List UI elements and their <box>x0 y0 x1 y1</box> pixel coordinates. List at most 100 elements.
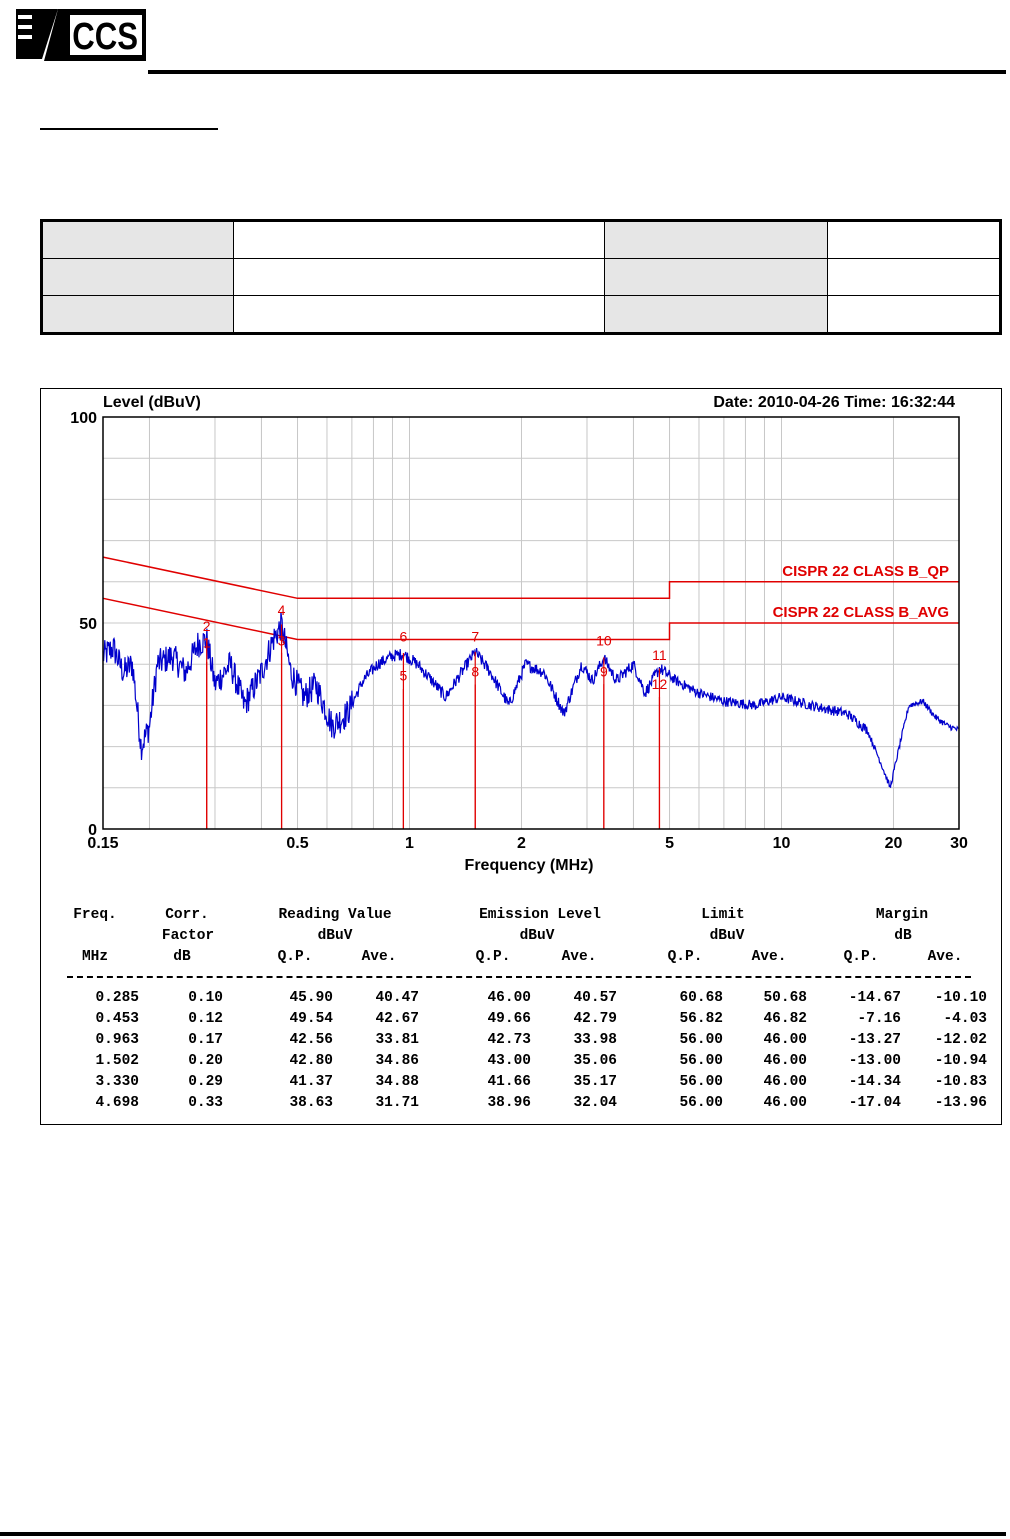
cell-corr: 0.33 <box>188 1095 223 1111</box>
cell-reading-ave: 34.86 <box>375 1053 419 1069</box>
info-row <box>41 258 1001 296</box>
cell-margin-ave: -10.94 <box>934 1053 987 1069</box>
measurement-table: Freq. Corr. Reading Value Emission Level… <box>67 907 987 1116</box>
header-ave: Ave. <box>361 949 397 965</box>
cell-emission-ave: 35.17 <box>573 1074 617 1090</box>
info-value-cell <box>827 258 1001 296</box>
cell-limit-ave: 46.82 <box>763 1011 807 1027</box>
cell-emission-ave: 32.04 <box>573 1095 617 1111</box>
test-info-table <box>40 219 1002 335</box>
logo-text: CCS <box>72 16 138 58</box>
table-separator <box>67 976 971 990</box>
y-tick-label: 0 <box>88 822 97 839</box>
x-tick-label: 10 <box>773 835 791 852</box>
header-rule <box>148 70 1006 74</box>
cell-freq: 4.698 <box>95 1095 139 1111</box>
header-ave: Ave. <box>751 949 787 965</box>
cell-limit-ave: 50.68 <box>763 990 807 1006</box>
x-tick-label: 0.15 <box>87 835 118 852</box>
cell-corr: 0.17 <box>188 1032 223 1048</box>
table-row: 0.963 0.17 42.56 33.81 42.73 33.98 56.00 46.00 -… <box>67 1032 987 1053</box>
header-freq: Freq. <box>73 907 117 923</box>
table-row: 3.330 0.29 41.37 34.88 41.66 35.17 56.00 46.00 -… <box>67 1074 987 1095</box>
header-ave: Ave. <box>561 949 597 965</box>
x-tick-label: 20 <box>885 835 903 852</box>
cell-emission-ave: 35.06 <box>573 1053 617 1069</box>
cell-reading-ave: 33.81 <box>375 1032 419 1048</box>
header-reading-unit: dBuV <box>317 928 353 944</box>
cell-limit-qp: 56.00 <box>679 1074 723 1090</box>
plot-border <box>102 416 960 830</box>
cell-emission-qp: 42.73 <box>487 1032 531 1048</box>
cell-limit-qp: 56.00 <box>679 1095 723 1111</box>
cell-emission-qp: 46.00 <box>487 990 531 1006</box>
cell-margin-ave: -4.03 <box>943 1011 987 1027</box>
header-margin: Margin <box>875 907 929 923</box>
info-label-cell <box>41 295 234 334</box>
x-tick-label: 1 <box>405 835 414 852</box>
header-qp: Q.P. <box>475 949 511 965</box>
cell-emission-qp: 49.66 <box>487 1011 531 1027</box>
emission-trace <box>102 611 960 788</box>
cell-reading-qp: 42.80 <box>289 1053 333 1069</box>
marker-label: 11 <box>652 647 667 663</box>
cell-reading-qp: 41.37 <box>289 1074 333 1090</box>
header-factor: Factor <box>161 928 215 944</box>
cell-emission-ave: 40.57 <box>573 990 617 1006</box>
cell-limit-ave: 46.00 <box>763 1074 807 1090</box>
cell-freq: 0.285 <box>95 990 139 1006</box>
cell-limit-qp: 56.00 <box>679 1032 723 1048</box>
cell-reading-ave: 40.47 <box>375 990 419 1006</box>
limit-line-avg <box>102 597 959 641</box>
header-margin-unit: dB <box>894 928 912 944</box>
cell-limit-qp: 56.82 <box>679 1011 723 1027</box>
footer-rule <box>0 1532 1006 1536</box>
markers: 123456789101112 <box>203 602 668 829</box>
cell-margin-ave: -12.02 <box>934 1032 987 1048</box>
header-reading: Reading Value <box>278 907 392 923</box>
table-row: 0.285 0.10 45.90 40.47 46.00 40.57 60.68 50.68 -… <box>67 990 987 1011</box>
grid <box>102 416 960 830</box>
table-header-row-2: Factor dBuV dBuV dBuV dB <box>67 928 987 949</box>
cell-limit-ave: 46.00 <box>763 1032 807 1048</box>
info-value-cell <box>233 295 605 334</box>
cell-emission-ave: 42.79 <box>573 1011 617 1027</box>
cell-emission-qp: 41.66 <box>487 1074 531 1090</box>
cell-margin-ave: -10.10 <box>934 990 987 1006</box>
table-header-row-1: Freq. Corr. Reading Value Emission Level… <box>67 907 987 928</box>
x-tick-label: 0.5 <box>286 835 308 852</box>
info-label-cell <box>604 220 828 259</box>
cell-corr: 0.20 <box>188 1053 223 1069</box>
table-row: 1.502 0.20 42.80 34.86 43.00 35.06 56.00 46.00 -… <box>67 1053 987 1074</box>
marker-label: 12 <box>652 676 668 692</box>
info-value-cell <box>827 220 1001 259</box>
marker-label: 2 <box>203 618 211 634</box>
y-tick-label: 100 <box>70 410 97 427</box>
limit-label-qp: CISPR 22 CLASS B_QP <box>782 563 949 580</box>
header-ave: Ave. <box>927 949 963 965</box>
x-axis-label: Frequency (MHz) <box>465 857 594 874</box>
cell-limit-qp: 60.68 <box>679 990 723 1006</box>
header-emission: Emission Level <box>479 907 601 923</box>
cell-limit-ave: 46.00 <box>763 1095 807 1111</box>
cell-freq: 0.963 <box>95 1032 139 1048</box>
cell-margin-ave: -10.83 <box>934 1074 987 1090</box>
cell-limit-ave: 46.00 <box>763 1053 807 1069</box>
y-axis-label: Level (dBuV) <box>103 394 201 411</box>
cell-emission-ave: 33.98 <box>573 1032 617 1048</box>
cell-reading-qp: 42.56 <box>289 1032 333 1048</box>
table-row: 4.698 0.33 38.63 31.71 38.96 32.04 56.00 46.00 -… <box>67 1095 987 1116</box>
cell-corr: 0.10 <box>188 990 223 1006</box>
cell-margin-ave: -13.96 <box>934 1095 987 1111</box>
x-tick-label: 5 <box>665 835 674 852</box>
table-header-row-3: MHz dB Q.P. Ave. Q.P. Ave. Q.P. Ave. Q.P… <box>67 949 987 970</box>
header-qp: Q.P. <box>667 949 703 965</box>
info-value-cell <box>233 258 605 296</box>
info-label-cell <box>41 220 234 259</box>
marker-label: 4 <box>278 602 286 618</box>
info-label-cell <box>604 258 828 296</box>
cell-reading-ave: 31.71 <box>375 1095 419 1111</box>
cell-corr: 0.29 <box>188 1074 223 1090</box>
info-label-cell <box>41 258 234 296</box>
